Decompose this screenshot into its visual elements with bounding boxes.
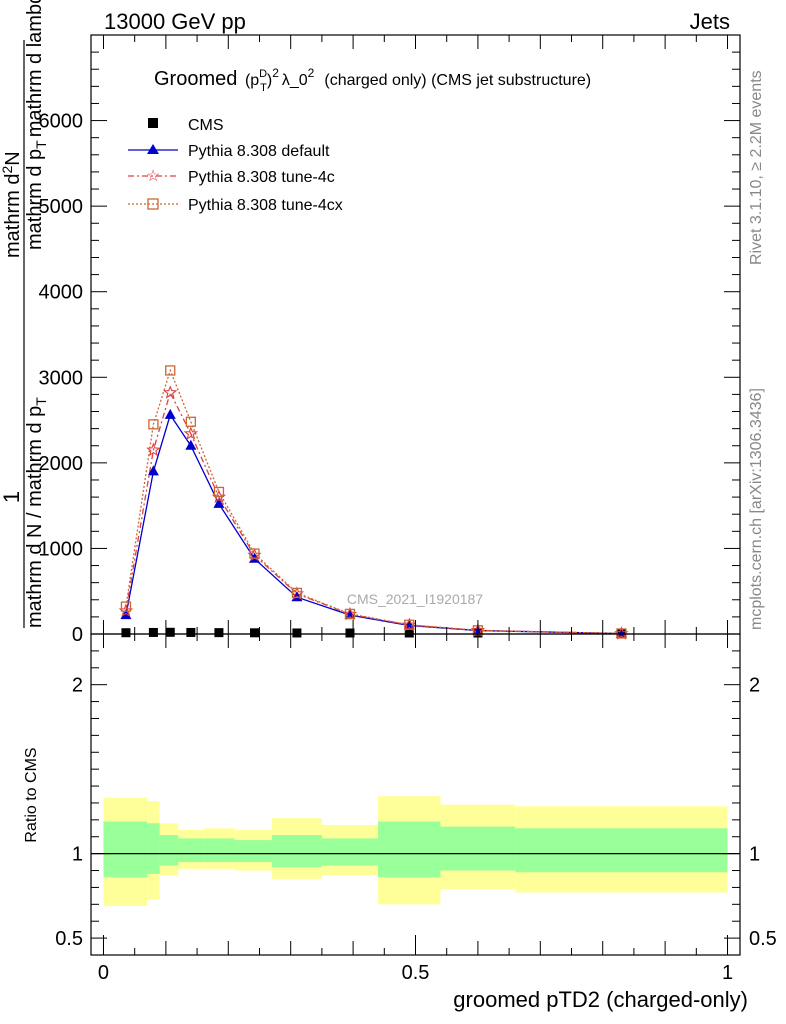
svg-text:Groomed (pDT)2λ_02(charg: Groomed (pD T)2 λ_02 (charged only) (CMS je… bbox=[154, 66, 591, 94]
ratio-band-inner-0 bbox=[103, 821, 148, 878]
point-cms-5 bbox=[249, 628, 259, 638]
legend-tune4c-marker: ☆ bbox=[146, 168, 160, 185]
ratio-frame bbox=[90, 633, 741, 956]
point-tune4cx-4 bbox=[213, 486, 225, 498]
ratio-ytick-label-right-2: 2 bbox=[749, 675, 760, 697]
ytick-label-0: 0 bbox=[72, 624, 83, 646]
ratio-band-inner-1 bbox=[147, 823, 160, 874]
ratio-band-inner-7 bbox=[321, 838, 379, 866]
point-tune4cx-5 bbox=[249, 548, 260, 559]
ratio-ytick-label-right-1: 1 bbox=[749, 844, 760, 866]
legend-tune4cx-label: Pythia 8.308 tune-4cx bbox=[188, 197, 343, 214]
legend-tune4c-label: Pythia 8.308 tune-4c bbox=[188, 169, 335, 186]
point-cms-1 bbox=[148, 627, 158, 637]
x-axis-label: groomed pTD2 (charged-only) bbox=[453, 987, 748, 1012]
ratio-ytick-label-left-1: 1 bbox=[72, 844, 83, 866]
point-tune4cx-2 bbox=[165, 365, 176, 376]
point-cms-4 bbox=[214, 628, 224, 638]
ytick-label-2: 2000 bbox=[39, 453, 84, 475]
xtick-label-0: 0 bbox=[98, 962, 109, 984]
point-tune4cx-7 bbox=[344, 608, 356, 620]
legend-cms-marker bbox=[148, 118, 158, 128]
ratio-panel: 0 0.5 1 0.5 0.5 1 1 2 2 bbox=[55, 633, 777, 984]
analysis-watermark: CMS_2021_I1920187 bbox=[347, 591, 483, 607]
plot-title: Groomed (pD T)2 λ_02 (charged only) (CMS je… bbox=[154, 66, 591, 94]
point-cms-6 bbox=[292, 628, 302, 638]
ratio-band-inner-5 bbox=[234, 840, 272, 863]
ylabel-num-two: mathrm d2N bbox=[0, 151, 24, 258]
point-default-0 bbox=[120, 609, 132, 620]
ytick-label-5: 5000 bbox=[39, 196, 84, 218]
point-tune4c-2 bbox=[163, 385, 178, 399]
point-default-1 bbox=[147, 465, 159, 476]
ytick-label-4: 4000 bbox=[39, 282, 84, 304]
ytick-label-1: 1000 bbox=[39, 538, 84, 560]
point-tune4cx-3 bbox=[185, 416, 196, 427]
ratio-band-inner-3 bbox=[178, 838, 204, 863]
point-default-2 bbox=[164, 408, 176, 419]
legend-default-marker bbox=[147, 144, 159, 154]
ratio-ytick-label-right-0: 0.5 bbox=[749, 928, 777, 950]
main-panel: 0 1000 2000 3000 4000 5000 6000 bbox=[39, 34, 741, 646]
ratio-ytick-label-left-2: 2 bbox=[72, 675, 83, 697]
legend-default-label: Pythia 8.308 default bbox=[188, 143, 330, 160]
point-cms-7 bbox=[345, 628, 355, 638]
point-tune4c-1 bbox=[146, 442, 161, 457]
ylabel-den-one: mathrm d N / mathrm d pT bbox=[24, 397, 49, 628]
ratio-band-inner-10 bbox=[515, 828, 728, 873]
ytick-label-6: 6000 bbox=[39, 111, 84, 133]
point-tune4cx-1 bbox=[148, 419, 159, 430]
ratio-band-inner-6 bbox=[271, 835, 322, 868]
legend-tune4cx-marker bbox=[147, 198, 159, 210]
jets-label: Jets bbox=[690, 9, 730, 34]
point-tune4cx-8 bbox=[404, 619, 415, 630]
series-line-tune4cx bbox=[125, 368, 622, 635]
point-tune4cx-0 bbox=[120, 601, 132, 612]
ylabel-one: 1 bbox=[0, 491, 24, 503]
ratio-band-inner-8 bbox=[378, 821, 441, 878]
ratio-band-inner-4 bbox=[203, 838, 235, 863]
ratio-band-inner-2 bbox=[159, 835, 179, 866]
y-axis-label: 1 mathrm d N / mathrm d pT mathrm d2N ma… bbox=[0, 0, 49, 628]
ratio-ylabel: Ratio to CMS bbox=[23, 747, 40, 842]
legend: CMS Pythia 8.308 default ☆ Pythia 8.308 … bbox=[128, 117, 343, 214]
point-cms-8 bbox=[404, 628, 414, 638]
ratio-band-inner-9 bbox=[440, 826, 516, 871]
ytick-label-3: 3000 bbox=[39, 367, 84, 389]
point-default-3 bbox=[185, 439, 197, 450]
point-cms-2 bbox=[165, 627, 175, 637]
xtick-label-2: 1 bbox=[722, 962, 733, 984]
energy-label: 13000 GeV pp bbox=[104, 9, 246, 34]
point-cms-3 bbox=[186, 627, 196, 637]
legend-cms-label: CMS bbox=[188, 117, 224, 134]
point-tune4cx-6 bbox=[291, 587, 303, 599]
point-tune4c-3 bbox=[183, 426, 199, 440]
ratio-ytick-label-left-0: 0.5 bbox=[55, 928, 83, 950]
point-cms-0 bbox=[121, 628, 131, 638]
xtick-label-1: 0.5 bbox=[402, 962, 430, 984]
ylabel-den-two: mathrm d pTmathrm d lambda bbox=[24, 0, 49, 250]
point-default-4 bbox=[213, 497, 225, 508]
rivet-label: Rivet 3.1.10, ≥ 2.2M events bbox=[748, 70, 765, 265]
mcplots-label: mcplots.cern.ch [arXiv:1306.3436] bbox=[748, 388, 765, 630]
